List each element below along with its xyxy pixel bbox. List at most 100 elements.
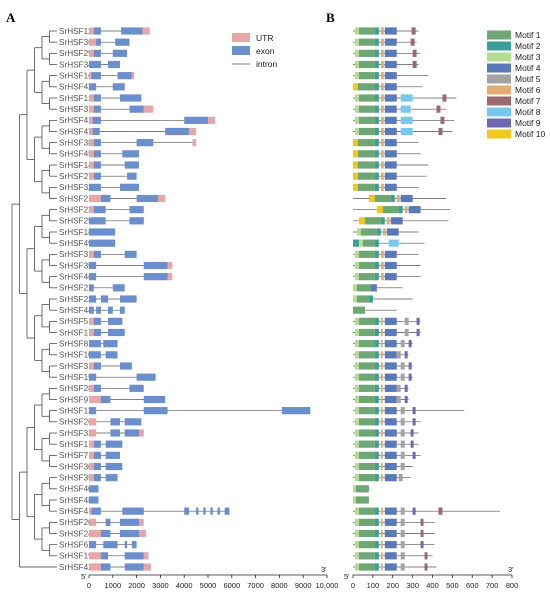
motif-box [374,395,379,404]
exon-box [119,518,139,526]
protein-row [353,351,409,359]
utr-box [89,395,101,404]
legend-label: intron [256,59,278,69]
legend-label: Motif 5 [515,74,541,84]
exon-box [93,440,101,448]
motif-box [404,317,409,325]
motif-box [380,105,384,113]
motif-box [384,273,397,281]
gene-label: SrHSF27 [59,172,93,181]
motif-box [388,239,399,247]
motif-box [380,217,385,225]
motif-box [400,518,405,526]
gene-row: SrHSF14 [59,161,139,170]
gene-label: SrHSF12 [59,94,93,103]
motif-box [380,273,384,281]
motif-box [355,485,369,493]
protein-row [353,384,409,392]
motif-box [384,83,397,91]
motif-box [384,150,397,158]
motif-box [358,529,375,538]
motif-box [376,228,381,236]
tick-label: 200 [386,581,399,590]
gene-label: SrHSF2 [59,194,89,203]
utr-box [89,362,94,370]
motif-box [380,474,383,482]
exon-box [112,83,125,91]
gene-row: SrHSF19 [59,552,149,561]
motif-box [400,194,413,203]
exon-box [89,83,97,91]
exon-box [89,217,106,225]
exon-box [143,273,168,281]
exon-box [108,317,123,325]
motif-box [384,27,397,35]
legend-item: Motif 2 [487,41,541,51]
gene-row: SrHSF35 [59,473,118,482]
protein-row [353,418,421,426]
motif-box [424,552,428,560]
exon-box [129,217,144,225]
motif-box [354,373,359,381]
exon-box [136,373,156,381]
gene-row: SrHSF2 [59,194,166,203]
gene-label: SrHSF18 [59,228,93,237]
motif-box [380,94,384,102]
motif-box [380,317,383,325]
motif-box [382,228,386,236]
gene-row: SrHSF21 [59,284,125,293]
motif-box [354,563,359,571]
gene-row: SrHSF13 [59,406,311,415]
motif-box [354,94,359,102]
utr-box [89,206,94,214]
legend-label: exon [256,46,275,56]
gene-row: SrHSF26 [59,418,142,427]
exon-box [217,507,220,515]
motif-box [358,518,375,526]
motif-box [400,105,411,113]
exon-box [100,563,111,571]
exon-box [93,206,106,214]
motif-box [358,72,375,80]
gene-row: SrHSF33 [59,429,144,438]
motif-box [410,429,414,437]
motif-box [384,507,397,515]
motif-box [380,60,384,69]
protein-row [353,250,419,258]
tick-label: 400 [426,581,439,590]
motif-box [358,373,375,381]
tick-label: 3000 [152,581,169,590]
motif-box [380,395,383,404]
utr-box [89,529,101,538]
utr-box [89,429,97,437]
motif-box [380,529,383,538]
motif-box [412,507,416,515]
motif-box [380,183,384,191]
gene-row: SrHSF17 [59,328,125,337]
motif-box [384,440,397,448]
protein-row [353,172,427,180]
tick-label: 5000 [200,581,217,590]
legend-item: Motif 6 [487,85,541,95]
five-prime-label: 5' [81,572,87,581]
tick-label: 9000 [295,581,312,590]
exon-box [129,105,144,113]
exon-box [105,474,118,482]
motif-box [396,351,401,359]
exon-box [91,507,101,515]
gene-label: SrHSF38 [59,138,93,147]
utr-box [89,116,93,124]
legend-swatch [487,107,511,117]
legend-item: Motif 1 [487,30,541,40]
motif-box [358,328,375,337]
exon-box [92,116,101,124]
motif-box [358,49,375,57]
protein-row [353,72,429,80]
motif-box [370,284,377,292]
utr-box [89,384,94,392]
exon-box [119,306,125,314]
motif-box [374,273,379,281]
motif-box [354,529,359,538]
motif-box [353,239,359,247]
motif-box [354,340,359,348]
